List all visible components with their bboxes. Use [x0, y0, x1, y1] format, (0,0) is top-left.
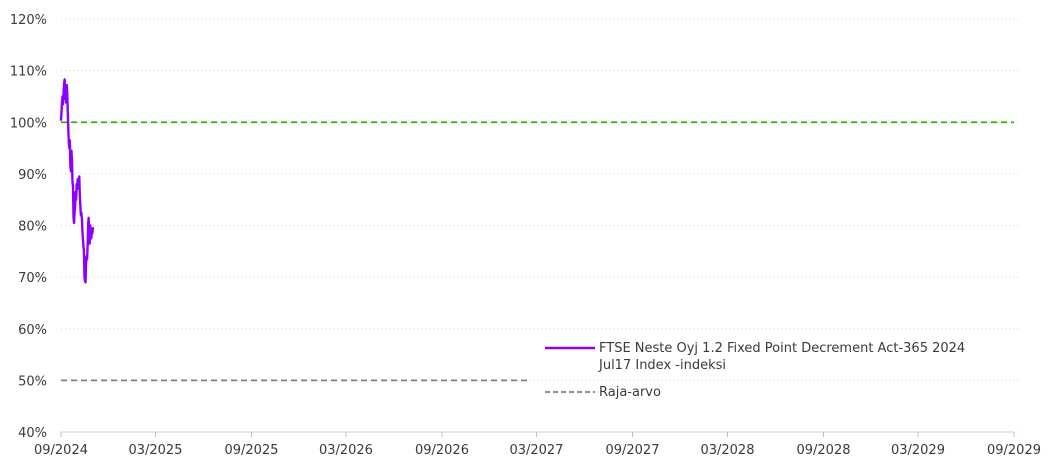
series-layer	[59, 78, 1014, 382]
legend-label: Jul17 Index -indeksi	[598, 358, 726, 373]
y-tick-label: 110%	[10, 65, 47, 80]
x-tick-label: 09/2025	[224, 443, 278, 458]
y-tick-label: 120%	[10, 13, 47, 28]
legend-label: FTSE Neste Oyj 1.2 Fixed Point Decrement…	[599, 341, 965, 356]
y-tick-label: 90%	[18, 168, 47, 183]
y-tick-label: 80%	[18, 220, 47, 235]
y-tick-label: 70%	[18, 271, 47, 286]
x-tick-label: 09/2029	[987, 443, 1041, 458]
x-tick-label: 03/2025	[128, 443, 182, 458]
y-tick-label: 60%	[18, 323, 47, 338]
grid-lines	[61, 18, 1018, 433]
series-line	[59, 78, 95, 284]
y-axis: 40% 50% 60% 70% 80% 90% 100% 110% 120%	[10, 13, 47, 441]
y-tick-label: 40%	[18, 426, 47, 441]
y-tick-label: 50%	[18, 374, 47, 389]
x-tick-label: 03/2028	[700, 443, 754, 458]
x-tick-label: 09/2027	[605, 443, 659, 458]
x-tick-label: 09/2028	[796, 443, 850, 458]
y-tick-label: 100%	[10, 116, 47, 131]
x-tick-label: 09/2024	[34, 443, 88, 458]
legend: FTSE Neste Oyj 1.2 Fixed Point Decrement…	[545, 341, 965, 400]
x-tick-label: 03/2026	[319, 443, 373, 458]
x-tick-label: 03/2029	[891, 443, 945, 458]
x-tick-label: 09/2026	[415, 443, 469, 458]
legend-label: Raja-arvo	[599, 385, 661, 400]
x-tick-label: 03/2027	[509, 443, 563, 458]
x-axis: 09/2024 03/2025 09/2025 03/2026 09/2026 03/20…	[34, 431, 1041, 458]
